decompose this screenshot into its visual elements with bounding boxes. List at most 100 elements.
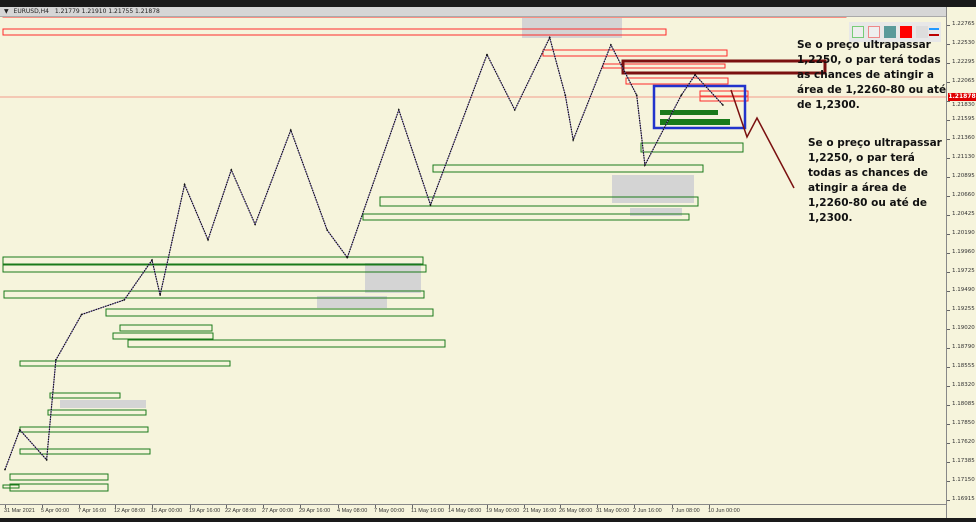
price-tick xyxy=(947,215,950,216)
supply-demand-zone-grey xyxy=(60,400,146,408)
dropdown-arrow-icon[interactable]: ▼ xyxy=(4,8,9,15)
annotation-text-1[interactable]: Se o preço ultrapassar 1,2250, o par ter… xyxy=(797,39,947,111)
red-fill-icon[interactable] xyxy=(900,26,912,38)
price-point xyxy=(429,203,432,206)
demand-zone xyxy=(3,290,425,299)
price-tick xyxy=(947,81,950,83)
demand-zone-filled xyxy=(660,110,718,115)
demand-zone xyxy=(2,256,424,265)
time-tick-label: 15 Apr 00:00 xyxy=(151,508,183,514)
supply-demand-zone-grey xyxy=(630,208,682,216)
time-tick-label: 11 May 16:00 xyxy=(411,508,444,514)
price-tick xyxy=(947,195,950,197)
price-point xyxy=(635,94,638,97)
demand-zone xyxy=(49,392,121,399)
time-tick-label: 12 Apr 08:00 xyxy=(114,508,146,514)
drawing-toolbox xyxy=(849,22,941,42)
price-tick-label: 1.18790 xyxy=(952,343,975,350)
price-chart[interactable] xyxy=(0,7,946,504)
time-tick-label: 26 May 08:00 xyxy=(559,508,593,514)
price-point xyxy=(486,53,488,56)
time-axis[interactable]: 31 Mar 2021 5 Apr 00:00 7 Apr 16:00 12 Apr … xyxy=(0,504,946,519)
time-tick-label: 19 Apr 16:00 xyxy=(189,508,221,514)
time-tick-label: 7 May 00:00 xyxy=(374,508,405,514)
demand-zone xyxy=(127,339,446,348)
price-tick xyxy=(947,461,950,463)
time-tick xyxy=(560,505,561,508)
price-tick-label: 1.17385 xyxy=(952,457,975,464)
price-tick xyxy=(947,63,950,65)
time-tick-label: 5 Apr 00:00 xyxy=(41,508,70,514)
price-tick xyxy=(947,100,950,102)
price-tick-label: 1.22530 xyxy=(952,40,975,47)
time-tick xyxy=(263,505,264,508)
price-tick-label: 1.22065 xyxy=(952,77,975,84)
price-tick xyxy=(947,234,950,236)
time-tick-label: 29 Apr 16:00 xyxy=(299,508,331,514)
price-point xyxy=(346,256,349,259)
price-point xyxy=(207,238,209,241)
time-tick xyxy=(375,505,376,508)
time-tick-label: 22 Apr 08:00 xyxy=(225,508,257,514)
demand-zone xyxy=(640,142,744,153)
annotation-text-2[interactable]: Se o preço ultrapassar 1,2250, o par ter… xyxy=(808,137,942,224)
supply-zone xyxy=(699,90,749,97)
price-tick xyxy=(947,347,950,349)
time-tick xyxy=(152,505,153,508)
price-tick xyxy=(947,120,950,121)
price-point xyxy=(548,36,551,39)
demand-zone xyxy=(9,473,109,481)
price-point xyxy=(643,164,646,166)
price-point xyxy=(183,183,186,186)
symbol-label: EURUSD,H4 xyxy=(13,8,49,15)
price-tick-label: 1.21830 xyxy=(952,102,975,109)
price-tick xyxy=(947,405,950,406)
supply-zone xyxy=(542,49,728,57)
chart-window: ▼ EURUSD,H4 1.21779 1.21910 1.21755 1.21… xyxy=(0,7,976,518)
red-rect-tool-icon[interactable] xyxy=(868,26,880,38)
price-point xyxy=(326,229,329,231)
price-point xyxy=(18,428,21,431)
price-tick xyxy=(947,176,950,178)
price-point xyxy=(123,298,126,301)
time-tick-label: 7 Apr 16:00 xyxy=(78,508,107,514)
price-tick-label: 1.18555 xyxy=(952,362,975,369)
time-tick xyxy=(524,505,525,508)
supply-demand-zone-grey xyxy=(317,296,387,308)
price-point xyxy=(721,104,724,106)
price-tick-label: 1.20895 xyxy=(952,172,975,179)
price-point xyxy=(4,468,6,471)
supply-demand-zone-grey xyxy=(365,263,421,293)
price-point xyxy=(680,94,683,97)
time-tick-label: 27 Apr 00:00 xyxy=(262,508,294,514)
time-tick xyxy=(190,505,191,508)
demand-zone xyxy=(2,264,427,273)
time-tick-label: 10 Jun 00:00 xyxy=(708,508,740,514)
time-tick xyxy=(300,505,301,508)
price-point xyxy=(289,129,292,132)
teal-fill-icon[interactable] xyxy=(884,26,896,38)
supply-demand-zone-grey xyxy=(612,175,694,203)
time-tick xyxy=(42,505,43,508)
price-tick-label: 1.19020 xyxy=(952,325,975,332)
demand-zone xyxy=(119,324,213,332)
price-tick-label: 1.17620 xyxy=(952,438,975,445)
price-tick-label: 1.20660 xyxy=(952,191,975,198)
grey-fill-icon[interactable] xyxy=(916,26,928,38)
price-point xyxy=(254,223,256,226)
resistance-box xyxy=(621,59,827,75)
demand-zone xyxy=(19,448,151,455)
time-tick xyxy=(115,505,116,508)
price-axis[interactable]: 1.22765 1.22530 1.22295 1.22065 1.21830 1.215… xyxy=(946,7,976,518)
price-point xyxy=(694,74,697,76)
demand-zone xyxy=(112,332,214,340)
time-tick xyxy=(412,505,413,508)
price-tick xyxy=(947,44,950,46)
price-tick-label: 1.21360 xyxy=(952,135,975,142)
line-style-icon[interactable] xyxy=(929,28,939,36)
price-tick xyxy=(947,139,950,141)
price-tick xyxy=(947,271,950,273)
green-rect-tool-icon[interactable] xyxy=(852,26,864,38)
price-tick-label: 1.16915 xyxy=(952,496,975,502)
demand-zone xyxy=(19,360,231,367)
